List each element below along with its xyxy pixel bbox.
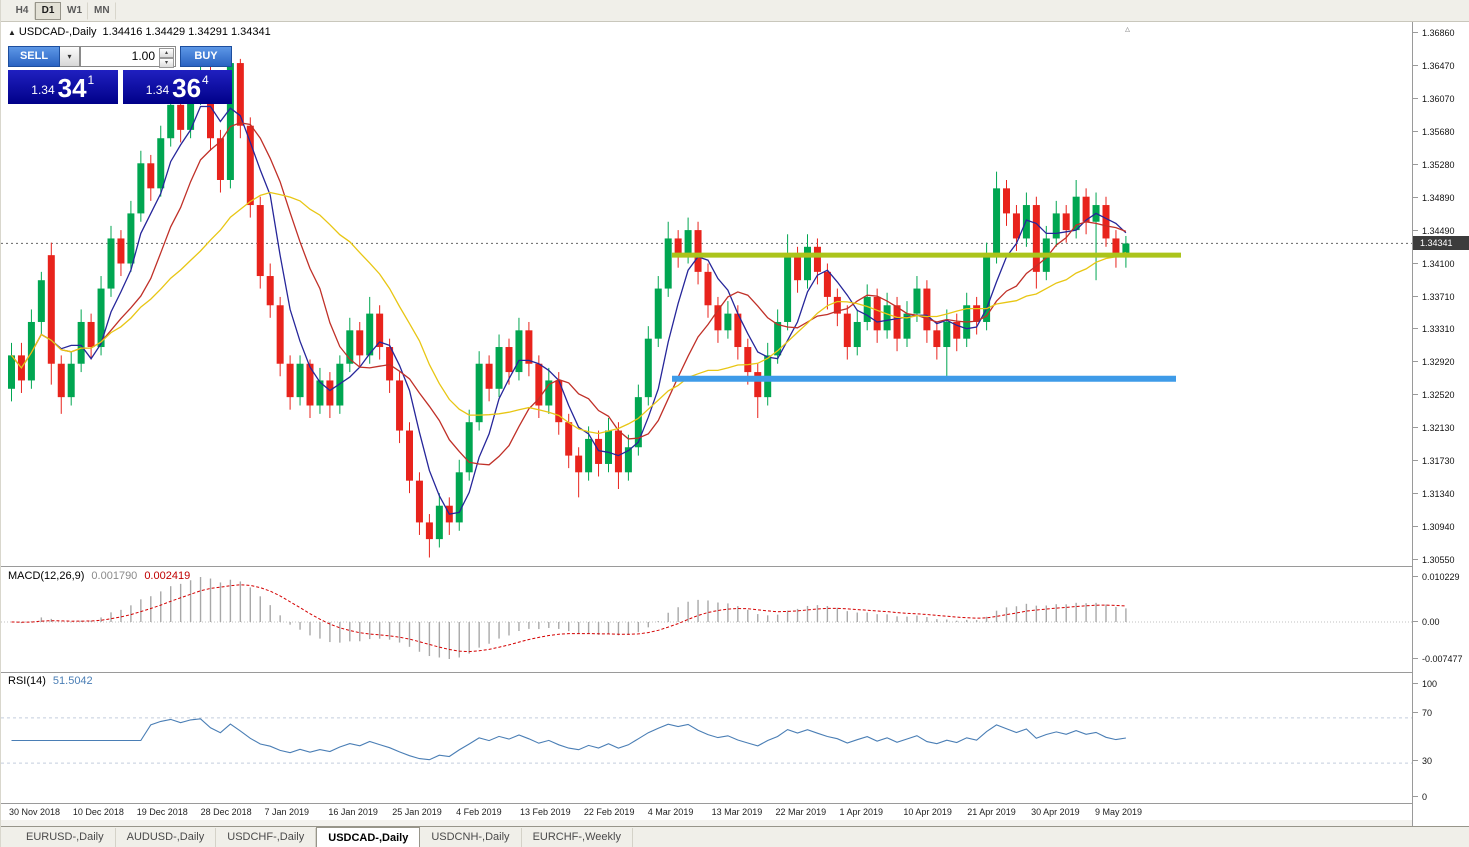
candles	[8, 53, 1130, 558]
macd-name: MACD(12,26,9)	[8, 570, 85, 582]
ma-line-20	[10, 191, 1127, 435]
ask-price-display[interactable]: 1.34 36 4	[122, 70, 232, 104]
scale-label: 30	[1412, 756, 1433, 766]
date-label: 22 Mar 2019	[775, 807, 827, 817]
scale-label: 100	[1412, 679, 1438, 689]
date-label: 13 Feb 2019	[520, 807, 571, 817]
macd-histogram	[20, 577, 1127, 659]
ask-pip-digit: 4	[202, 73, 209, 87]
chart-ohlc-values: 1.34416 1.34429 1.34291 1.34341	[102, 26, 271, 38]
scale-label: 0.010229	[1413, 572, 1460, 582]
tab-usdchf-daily[interactable]: USDCHF-,Daily	[216, 828, 317, 847]
horizontal-scrollbar[interactable]	[1, 820, 1412, 826]
one-click-trading-panel: SELL ▾ 1.00 ▴ ▾ BUY 1.34 34 1	[8, 46, 232, 104]
date-label: 21 Apr 2019	[967, 807, 1016, 817]
rsi-value: 51.5042	[52, 675, 93, 687]
date-label: 4 Mar 2019	[647, 807, 694, 817]
volume-input[interactable]: 1.00 ▴ ▾	[80, 46, 176, 68]
volume-value: 1.00	[131, 49, 155, 63]
bid-prefix: 1.34	[31, 83, 55, 97]
timeframe-button-mn[interactable]: MN	[88, 1, 116, 20]
chart-shift-marker-icon: ▵	[1125, 24, 1131, 35]
scale-label: 1.35680	[1413, 126, 1455, 137]
price-scale[interactable]: 1.36860 1.36470 1.36070 1.35680 1.35280 1.348…	[1412, 22, 1469, 826]
scale-label: 1.36070	[1413, 93, 1455, 104]
ask-prefix: 1.34	[145, 83, 170, 97]
scale-label: 1.32130	[1413, 423, 1455, 434]
scale-label: 1.31340	[1413, 489, 1455, 500]
date-label: 30 Nov 2018	[9, 807, 61, 817]
date-label: 4 Feb 2019	[456, 807, 502, 817]
scale-label: 1.34490	[1413, 225, 1455, 236]
scale-label: 1.33310	[1413, 324, 1455, 335]
pane-splitter[interactable]	[1, 672, 1469, 673]
date-label: 10 Dec 2018	[72, 807, 124, 817]
macd-signal-value: 0.002419	[144, 570, 191, 582]
sell-button[interactable]: SELL	[8, 46, 60, 67]
bid-pip-digit: 1	[87, 73, 95, 87]
scale-label: 1.36470	[1413, 60, 1455, 71]
chart-tabs: EURUSD-,Daily AUDUSD-,Daily USDCHF-,Daily U…	[1, 826, 1469, 847]
chart-area: ▲ USDCAD-,Daily 1.34416 1.34429 1.34291 1.…	[1, 22, 1469, 826]
tab-usdcnh-daily[interactable]: USDCNH-,Daily	[420, 828, 522, 847]
macd-signal-line	[11, 584, 1126, 653]
timeframe-toolbar: H4 D1 W1 MN	[1, 0, 1469, 22]
scale-label: 1.31730	[1413, 456, 1455, 467]
date-label: 22 Feb 2019	[583, 807, 635, 817]
date-label: 10 Apr 2019	[903, 807, 952, 817]
volume-increase-icon[interactable]: ▴	[159, 48, 174, 58]
collapse-panel-icon[interactable]: ▲	[8, 28, 16, 37]
pane-splitter[interactable]	[1, 566, 1469, 567]
current-price-tag: 1.34341	[1413, 236, 1469, 251]
date-label: 19 Dec 2018	[136, 807, 188, 817]
rsi-line	[11, 718, 1126, 761]
date-label: 28 Dec 2018	[200, 807, 252, 817]
chart-canvas[interactable]	[1, 22, 1412, 826]
scale-label: 0	[1412, 792, 1428, 802]
scale-label: -0.007477	[1413, 654, 1463, 664]
chart-symbol: USDCAD-,Daily	[18, 26, 97, 38]
scale-label: 1.30940	[1413, 522, 1455, 533]
scale-label: 70	[1412, 708, 1433, 718]
ma-line-10	[10, 122, 1127, 466]
bid-price-display[interactable]: 1.34 34 1	[8, 70, 118, 104]
date-axis[interactable]: 30 Nov 2018 10 Dec 2018 19 Dec 2018 28 Dec …	[1, 804, 1412, 820]
ask-big-digits: 36	[172, 73, 202, 103]
rsi-label: RSI(14) 51.5042	[8, 675, 93, 687]
timeframe-button-d1[interactable]: D1	[35, 1, 61, 20]
scale-label: 1.33710	[1413, 291, 1455, 302]
buy-button[interactable]: BUY	[180, 46, 232, 67]
scale-label: 0.00	[1413, 617, 1440, 627]
scale-label: 1.34100	[1413, 258, 1455, 269]
date-label: 7 Jan 2019	[264, 807, 310, 817]
scale-label: 1.36860	[1413, 28, 1455, 38]
macd-label: MACD(12,26,9) 0.001790 0.002419	[8, 570, 190, 582]
order-type-dropdown-icon[interactable]: ▾	[60, 46, 80, 67]
date-label: 30 Apr 2019	[1031, 807, 1080, 817]
tab-eurchf-weekly[interactable]: EURCHF-,Weekly	[522, 828, 633, 847]
timeframe-button-w1[interactable]: W1	[61, 1, 88, 20]
date-label: 9 May 2019	[1094, 807, 1142, 817]
bid-big-digits: 34	[57, 73, 87, 103]
ma-line-5	[10, 105, 1127, 515]
scale-label: 1.32920	[1413, 357, 1455, 368]
date-label: 25 Jan 2019	[392, 807, 442, 817]
scale-label: 1.34890	[1413, 192, 1455, 203]
date-label: 13 Mar 2019	[711, 807, 763, 817]
scale-label: 1.35280	[1413, 159, 1455, 170]
timeframe-button-h4[interactable]: H4	[9, 1, 35, 20]
macd-main-value: 0.001790	[91, 570, 138, 582]
chart-title: ▲ USDCAD-,Daily 1.34416 1.34429 1.34291 1.…	[8, 26, 271, 38]
scale-label: 1.32520	[1413, 390, 1455, 401]
tab-usdcad-daily[interactable]: USDCAD-,Daily	[316, 827, 421, 847]
date-label: 16 Jan 2019	[328, 807, 378, 817]
rsi-name: RSI(14)	[8, 675, 46, 687]
scale-label: 1.30550	[1413, 555, 1455, 565]
volume-decrease-icon[interactable]: ▾	[159, 58, 174, 68]
tab-audusd-daily[interactable]: AUDUSD-,Daily	[116, 828, 217, 847]
date-label: 1 Apr 2019	[839, 807, 883, 817]
tab-eurusd-daily[interactable]: EURUSD-,Daily	[15, 828, 116, 847]
pane-splitter[interactable]	[1, 803, 1469, 804]
